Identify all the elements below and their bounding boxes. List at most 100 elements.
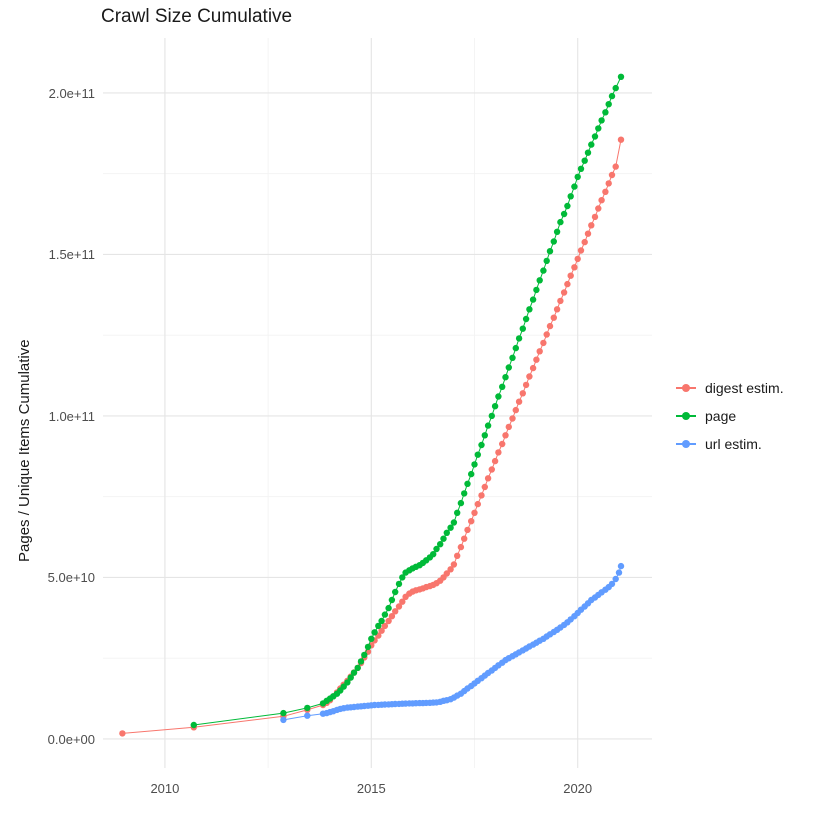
data-point xyxy=(392,588,399,596)
data-point xyxy=(540,267,547,274)
data-point xyxy=(280,709,287,717)
data-point xyxy=(588,222,595,229)
data-point xyxy=(461,490,468,497)
data-point xyxy=(388,596,396,604)
y-tick-label: 5.0e+10 xyxy=(47,570,95,586)
y-axis-title: Pages / Unique Items Cumulative xyxy=(16,339,33,562)
data-point xyxy=(461,535,468,542)
legend-label: url estim. xyxy=(705,436,762,452)
data-point xyxy=(443,529,450,536)
data-point xyxy=(491,457,499,465)
data-point xyxy=(368,635,375,642)
data-point xyxy=(499,383,506,390)
data-point xyxy=(457,499,465,507)
data-point xyxy=(447,524,454,531)
data-point xyxy=(560,289,568,296)
data-point xyxy=(399,598,406,605)
legend-label: page xyxy=(705,408,737,424)
data-point xyxy=(488,412,495,420)
data-point xyxy=(553,228,561,235)
data-point xyxy=(450,561,458,568)
data-point xyxy=(502,374,509,381)
data-point xyxy=(557,218,564,226)
data-point xyxy=(546,248,554,255)
data-point xyxy=(584,230,592,237)
data-point xyxy=(608,171,616,179)
data-point xyxy=(484,475,492,482)
data-point xyxy=(615,569,623,576)
data-point xyxy=(190,721,197,729)
data-point xyxy=(512,344,519,352)
data-point xyxy=(509,354,516,361)
data-point xyxy=(474,451,481,458)
data-point xyxy=(454,509,461,516)
data-point xyxy=(474,500,481,508)
data-point xyxy=(581,157,588,164)
data-point xyxy=(499,440,506,448)
data-point xyxy=(567,272,574,279)
data-point xyxy=(612,84,619,92)
data-point xyxy=(371,629,378,636)
data-point xyxy=(591,213,599,221)
data-point xyxy=(399,574,406,581)
data-point xyxy=(437,541,444,548)
data-point xyxy=(598,117,605,124)
legend-item-page: page xyxy=(676,408,784,424)
data-point xyxy=(361,651,368,659)
x-tick-label: 2015 xyxy=(356,781,386,796)
data-point xyxy=(608,580,616,588)
data-point xyxy=(519,325,526,332)
legend-item-digest-estim: digest estim. xyxy=(676,380,784,396)
data-point xyxy=(617,562,625,570)
data-point xyxy=(280,716,287,724)
series-page xyxy=(190,73,625,729)
data-point xyxy=(608,92,616,100)
data-point xyxy=(395,580,403,588)
data-point xyxy=(440,535,447,542)
data-point xyxy=(381,622,389,630)
data-point xyxy=(588,141,595,148)
data-point xyxy=(529,364,537,372)
data-point xyxy=(381,611,389,618)
data-point xyxy=(515,398,523,405)
data-point xyxy=(533,356,540,363)
data-point xyxy=(550,314,557,321)
data-point xyxy=(564,280,571,288)
legend-point-icon xyxy=(676,437,696,451)
data-point xyxy=(454,552,461,559)
data-point xyxy=(447,566,454,573)
data-point xyxy=(484,422,492,429)
data-point xyxy=(304,712,311,719)
y-tick-label: 2.0e+11 xyxy=(48,85,95,101)
data-point xyxy=(598,197,605,204)
data-point xyxy=(478,492,485,499)
data-point xyxy=(581,238,588,246)
data-point xyxy=(553,306,561,313)
data-point xyxy=(512,406,519,414)
data-point xyxy=(375,622,382,630)
data-point xyxy=(536,277,543,284)
data-point xyxy=(533,286,540,294)
data-point xyxy=(388,613,396,620)
data-point xyxy=(564,202,571,210)
data-point xyxy=(464,480,471,487)
legend-item-url-estim: url estim. xyxy=(676,436,784,452)
x-tick-label: 2020 xyxy=(563,781,593,796)
data-point xyxy=(602,109,609,116)
data-point xyxy=(395,603,403,610)
data-point xyxy=(457,543,465,551)
data-point xyxy=(550,238,557,245)
legend-point-icon xyxy=(676,409,696,423)
x-tick-label: 2010 xyxy=(150,781,180,796)
data-point xyxy=(392,608,399,615)
data-point xyxy=(357,658,365,665)
data-point xyxy=(471,461,478,468)
data-point xyxy=(509,415,516,422)
y-tick-label: 0.0e+00 xyxy=(47,731,95,747)
data-point xyxy=(378,627,385,634)
data-point xyxy=(526,373,533,380)
data-point xyxy=(491,403,499,410)
data-point xyxy=(574,173,581,181)
legend-point-icon xyxy=(676,381,696,395)
